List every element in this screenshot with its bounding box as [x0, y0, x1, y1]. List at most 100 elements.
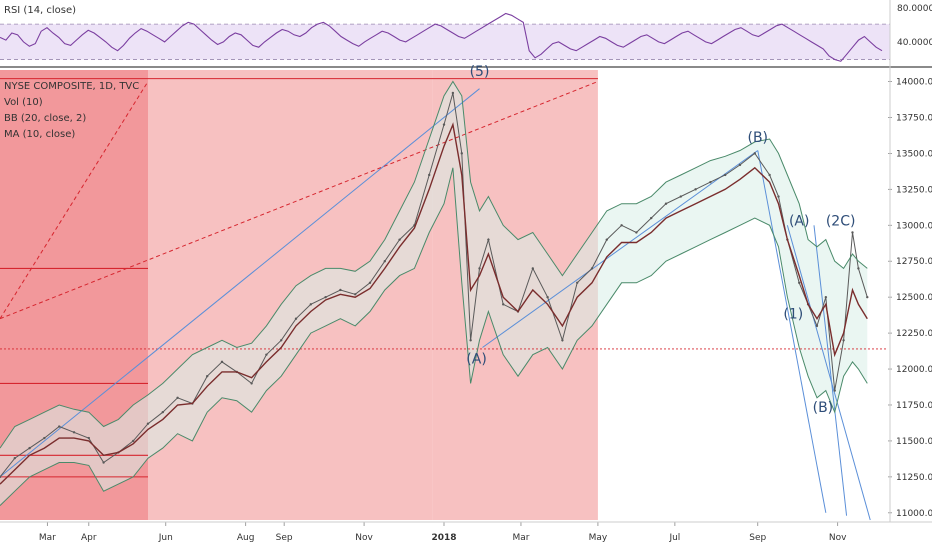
price-point: [709, 180, 712, 184]
price-point: [824, 295, 828, 299]
price-tick-label: 13000.0000: [896, 221, 932, 231]
time-tick-label: Nov: [829, 533, 847, 543]
price-point: [650, 216, 653, 220]
wave-label: (1): [783, 307, 803, 323]
price-point: [768, 173, 771, 177]
price-point: [842, 339, 845, 342]
price-point: [354, 293, 357, 296]
price-point: [694, 188, 697, 191]
time-tick-label: Mar: [39, 533, 56, 543]
price-point: [87, 436, 91, 440]
price-tick-label: 13750.0000: [896, 113, 932, 123]
price-point: [339, 288, 342, 292]
legend-ma: MA (10, close): [4, 129, 75, 140]
wave-label: (A): [789, 213, 810, 229]
trend-line-channel: [482, 150, 759, 348]
time-tick-label: May: [589, 533, 608, 543]
price-point: [265, 353, 268, 356]
price-point: [250, 382, 253, 385]
price-point: [620, 224, 623, 227]
trend-line-impulse: [0, 88, 480, 478]
price-point: [679, 195, 682, 198]
price-point: [368, 281, 372, 284]
price-point: [383, 260, 386, 263]
price-tick-label: 11000.0000: [896, 509, 932, 519]
price-point: [866, 295, 869, 299]
price-point: [294, 317, 298, 320]
horizontal-levels: [0, 78, 888, 478]
time-axis: Mar Apr Jun Aug Sep Nov 2018 Mar May Jul Sep Nov: [39, 522, 847, 543]
time-tick-label: Nov: [355, 533, 373, 543]
bb-fill: [0, 81, 868, 506]
price-point: [442, 123, 446, 126]
price-point: [664, 202, 668, 205]
wave-label: (5): [470, 64, 490, 80]
time-tick-label: 2018: [431, 533, 456, 543]
price-tick-label: 13250.0000: [896, 185, 932, 195]
price-tick-label: 12750.0000: [896, 257, 932, 267]
trend-line-decline-1: [757, 150, 827, 513]
price-point: [487, 238, 490, 241]
time-tick-label: Sep: [749, 533, 766, 543]
price-point: [576, 281, 579, 284]
price-tick-label: 12000.0000: [896, 365, 932, 375]
price-point: [635, 231, 638, 234]
time-tick-label: Aug: [237, 533, 255, 543]
rsi-legend: RSI (14, close): [4, 5, 76, 16]
price-point: [851, 231, 854, 234]
price-point: [13, 456, 16, 460]
trend-line-dashed: [0, 81, 599, 320]
price-point: [72, 431, 76, 434]
price-series: [0, 80, 869, 506]
wave-label: (B): [813, 400, 834, 416]
price-point: [605, 238, 608, 241]
trend-line-decline-2: [786, 225, 871, 521]
price-point: [428, 173, 431, 177]
price-point: [102, 461, 105, 464]
price-point: [58, 425, 61, 428]
price-tick-label: 13500.0000: [896, 149, 932, 159]
price-point: [724, 173, 727, 177]
price-point: [777, 195, 780, 198]
rsi-tick-label-80: 80.0000: [897, 4, 932, 14]
time-tick-label: Jun: [158, 533, 173, 543]
price-point: [324, 295, 327, 299]
price-tick-label: 14000.0000: [896, 78, 932, 88]
price-point: [132, 439, 135, 443]
price-axis: 11000.0000 11250.0000 11500.0000 11750.0000…: [888, 78, 932, 519]
price-point: [815, 324, 819, 328]
price-point: [43, 436, 46, 440]
price-point: [833, 389, 836, 392]
series-line-0: [0, 92, 868, 478]
wave-label: (2C): [826, 213, 856, 229]
wave-label: (A): [466, 351, 487, 367]
price-point: [161, 410, 164, 414]
price-point: [798, 281, 801, 284]
price-tick-label: 12250.0000: [896, 329, 932, 339]
price-point: [176, 396, 179, 399]
price-point: [857, 267, 860, 270]
price-point: [451, 91, 455, 95]
price-point: [460, 152, 463, 155]
price-point: [546, 295, 549, 299]
rsi-panel: RSI (14, close) 80.0000 40.0000: [0, 0, 932, 66]
legend-vol: Vol (10): [4, 97, 43, 108]
time-tick-label: Jul: [668, 533, 680, 543]
price-point: [309, 303, 312, 306]
rsi-line: [0, 12, 883, 62]
series-line-3: [0, 122, 868, 485]
rsi-tick-label-40: 40.0000: [897, 38, 932, 48]
price-point: [398, 238, 401, 241]
trend-lines: [0, 81, 871, 521]
bollinger-bands: [0, 81, 868, 506]
legend-bb: BB (20, close, 2): [4, 113, 86, 124]
price-tick-label: 11250.0000: [896, 473, 932, 483]
time-tick-label: Mar: [512, 533, 529, 543]
series-line-2: [0, 167, 868, 506]
trend-line-decline-3: [813, 225, 848, 516]
price-point: [469, 339, 472, 342]
price-point: [478, 267, 481, 270]
price-point: [220, 360, 224, 364]
